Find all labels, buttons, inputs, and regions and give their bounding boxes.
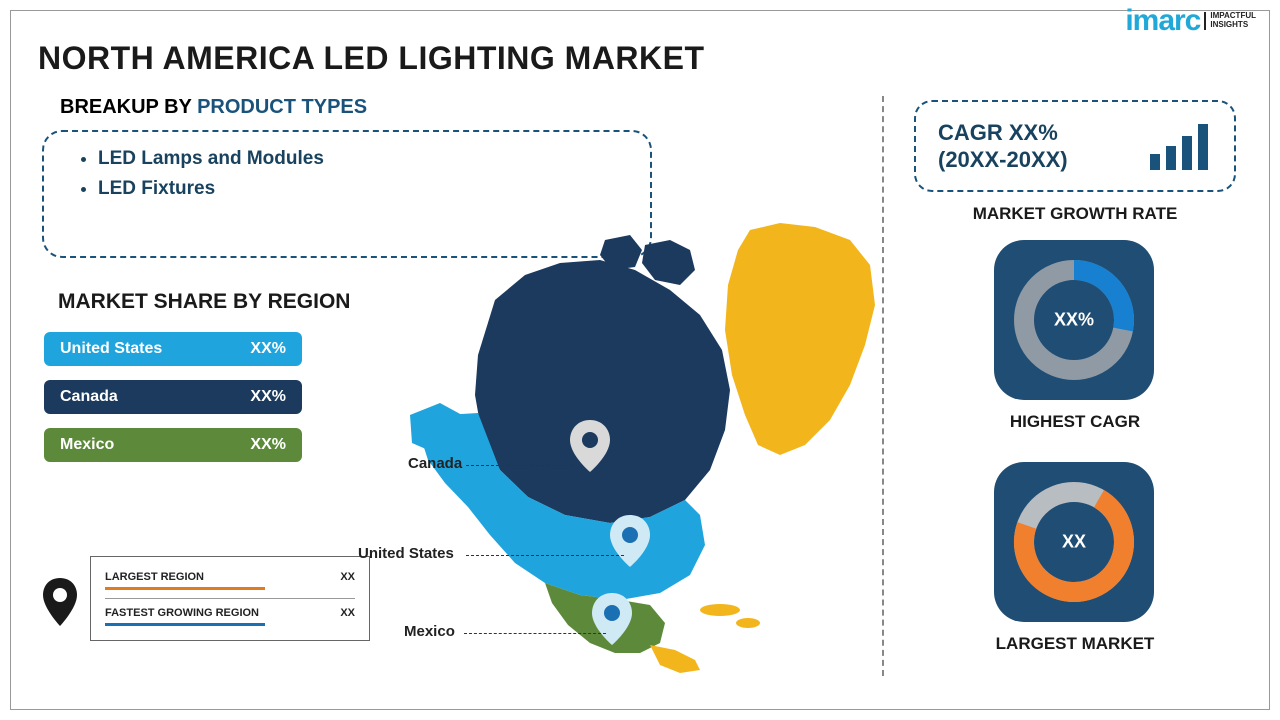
legend-box: LARGEST REGION XX FASTEST GROWING REGION… (90, 556, 370, 641)
cagr-box: CAGR XX% (20XX-20XX) (914, 100, 1236, 192)
legend-row-largest: LARGEST REGION XX (105, 567, 355, 594)
largest-market-card: XX (994, 462, 1154, 622)
region-bar-mexico: Mexico XX% (44, 428, 302, 462)
region-bars: United States XX% Canada XX% Mexico XX% (44, 332, 302, 476)
breakup-heading: BREAKUP BY PRODUCT TYPES (60, 96, 367, 119)
list-item: LED Lamps and Modules (98, 144, 622, 174)
north-america-map: Canada United States Mexico (350, 215, 880, 675)
highest-cagr-card: XX% (994, 240, 1154, 400)
vertical-divider (882, 96, 884, 676)
region-bar-canada: Canada XX% (44, 380, 302, 414)
donut-chart: XX% (1012, 258, 1136, 382)
page-title: NORTH AMERICA LED LIGHTING MARKET (38, 40, 705, 77)
map-label-mexico: Mexico (404, 623, 455, 640)
map-label-us: United States (358, 545, 454, 562)
bar-growth-icon (1146, 118, 1212, 174)
growth-rate-label: MARKET GROWTH RATE (914, 204, 1236, 224)
map-label-canada: Canada (408, 455, 462, 472)
logo-tagline: IMPACTFUL INSIGHTS (1204, 12, 1256, 30)
largest-market-label: LARGEST MARKET (914, 634, 1236, 654)
brand-logo: imarc IMPACTFUL INSIGHTS (1125, 4, 1256, 38)
map-central (650, 645, 700, 673)
map-greenland (725, 223, 875, 455)
legend-line (105, 623, 265, 626)
product-type-list: LED Lamps and Modules LED Fixtures (98, 144, 622, 205)
pin-icon (40, 576, 80, 633)
share-title: MARKET SHARE BY REGION (58, 290, 350, 314)
region-bar-us: United States XX% (44, 332, 302, 366)
map-svg (350, 215, 880, 675)
donut-chart: XX (1012, 480, 1136, 604)
legend-line (105, 587, 265, 590)
logo-text: imarc (1125, 4, 1200, 38)
list-item: LED Fixtures (98, 174, 622, 204)
highest-cagr-label: HIGHEST CAGR (914, 412, 1236, 432)
cagr-text: CAGR XX% (20XX-20XX) (938, 119, 1068, 174)
legend-row-fastest: FASTEST GROWING REGION XX (105, 598, 355, 630)
